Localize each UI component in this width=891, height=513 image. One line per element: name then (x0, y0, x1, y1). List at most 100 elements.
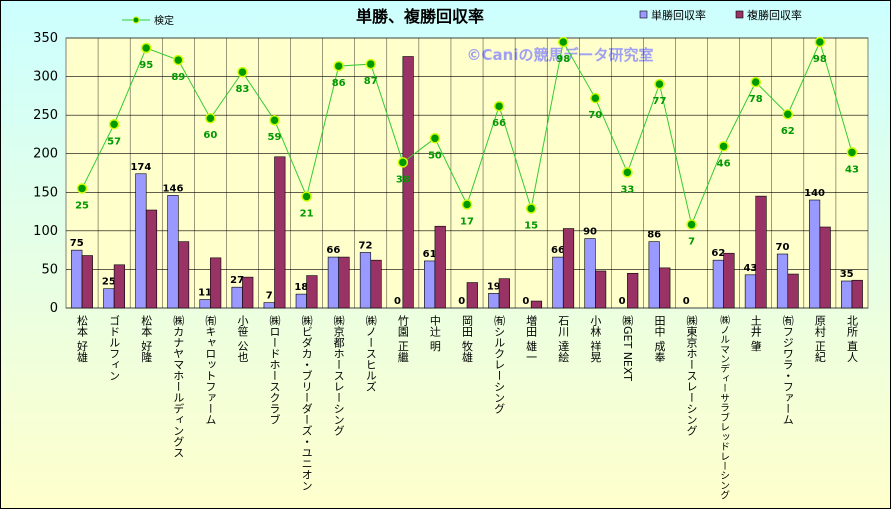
bar (135, 173, 147, 309)
x-tick-label: ㈲フジワラ・ファーム (781, 315, 794, 425)
data-label: 43 (845, 164, 859, 175)
line-point (622, 167, 633, 178)
x-tick-label: ㈱京都ホースレーシング (332, 315, 345, 436)
x-tick-label: 石川 達絵 (557, 315, 570, 363)
data-label: 174 (130, 162, 151, 173)
bar (851, 279, 863, 309)
line-point (814, 36, 826, 48)
x-tick-label: ㈱ビダカ・ブリーダーズ・ユニオン (300, 315, 313, 491)
data-label: 95 (139, 60, 153, 71)
x-tick-label: 松本 好雄 (76, 314, 89, 363)
data-label: 11 (198, 288, 212, 299)
data-label: 25 (75, 200, 89, 211)
x-tick-label: 松本 好隆 (140, 314, 153, 363)
bar (819, 226, 831, 309)
data-label: 17 (460, 216, 474, 227)
line-point (782, 108, 794, 120)
x-tick-label: ㈱ノースヒルズ (364, 315, 377, 392)
bar (627, 272, 639, 309)
x-tick-label: ㈲シルクレーシング (493, 315, 506, 414)
data-label: 66 (551, 245, 565, 256)
line-point (686, 219, 697, 230)
line-point (140, 42, 152, 54)
line-point (557, 36, 569, 48)
line-point (590, 92, 601, 104)
bar (274, 156, 286, 309)
data-label: 19 (487, 281, 501, 292)
y-tick-label: 0 (50, 301, 58, 316)
data-label: 89 (171, 72, 185, 83)
bar (562, 228, 575, 309)
data-label: 86 (332, 78, 346, 89)
x-tick-label: ゴドルフィン (108, 314, 121, 381)
bar (177, 241, 190, 309)
legend-label: 検定 (154, 14, 174, 27)
bar (199, 299, 211, 309)
y-tick-label: 50 (41, 262, 58, 277)
bar (841, 280, 853, 309)
data-label: 59 (268, 132, 282, 143)
line-point (429, 133, 441, 144)
bar (167, 195, 179, 309)
bar (648, 241, 660, 309)
data-label: 15 (524, 221, 538, 232)
bar (370, 259, 382, 309)
line-point (108, 119, 120, 130)
data-label: 0 (522, 296, 529, 307)
data-label: 90 (583, 227, 597, 238)
x-tick-label: 土井 肇 (749, 315, 762, 352)
data-label: 60 (203, 130, 217, 141)
bar (306, 275, 318, 309)
data-label: 62 (711, 248, 725, 259)
line-point (205, 112, 216, 124)
data-label: 0 (619, 296, 626, 307)
legend-label: 複勝回収率 (747, 8, 802, 22)
x-tick-label: ㈱東京ホースレーシング (685, 315, 698, 436)
bar (434, 225, 446, 309)
bar (338, 256, 350, 309)
bar (424, 260, 436, 309)
bar (359, 252, 372, 309)
bar (242, 276, 254, 309)
bar (402, 56, 414, 309)
data-label: 72 (359, 240, 373, 251)
data-label: 140 (804, 188, 825, 199)
bar (498, 278, 510, 309)
data-label: 146 (163, 183, 184, 194)
data-label: 70 (588, 110, 602, 121)
bar (71, 249, 83, 309)
bar (808, 199, 821, 309)
data-label: 78 (749, 94, 763, 105)
data-label: 75 (70, 238, 84, 249)
line-point (333, 60, 344, 72)
legend-swatch (639, 10, 648, 19)
data-label: 7 (266, 291, 273, 302)
x-tick-label: 原村 正紀 (813, 315, 826, 363)
data-label: 21 (300, 208, 314, 219)
line-point (493, 100, 505, 112)
y-tick-label: 250 (33, 108, 58, 123)
x-tick-label: 小笹 公也 (236, 315, 249, 363)
x-tick-label: 竹園 正繼 (396, 314, 409, 363)
data-label: 98 (813, 54, 827, 65)
bar (488, 293, 500, 309)
x-tick-label: 田中 成奉 (653, 315, 666, 363)
line-point (365, 58, 377, 70)
line-point (750, 76, 761, 88)
y-tick-label: 100 (33, 224, 58, 239)
data-label: 18 (294, 282, 308, 293)
chart-title: 単勝、複勝回収率 (356, 7, 484, 26)
line-point (846, 147, 858, 158)
line-point (301, 191, 312, 202)
x-tick-label: 増田 雄一 (525, 315, 538, 363)
data-label: 86 (647, 230, 661, 241)
data-label: 25 (102, 277, 116, 288)
bar (113, 264, 126, 309)
line-point (525, 203, 537, 214)
data-label: 98 (556, 54, 570, 65)
data-label: 43 (743, 263, 757, 274)
line-point (654, 78, 665, 90)
line-point (397, 157, 409, 168)
x-tick-label: 岡田 牧雄 (461, 315, 474, 363)
